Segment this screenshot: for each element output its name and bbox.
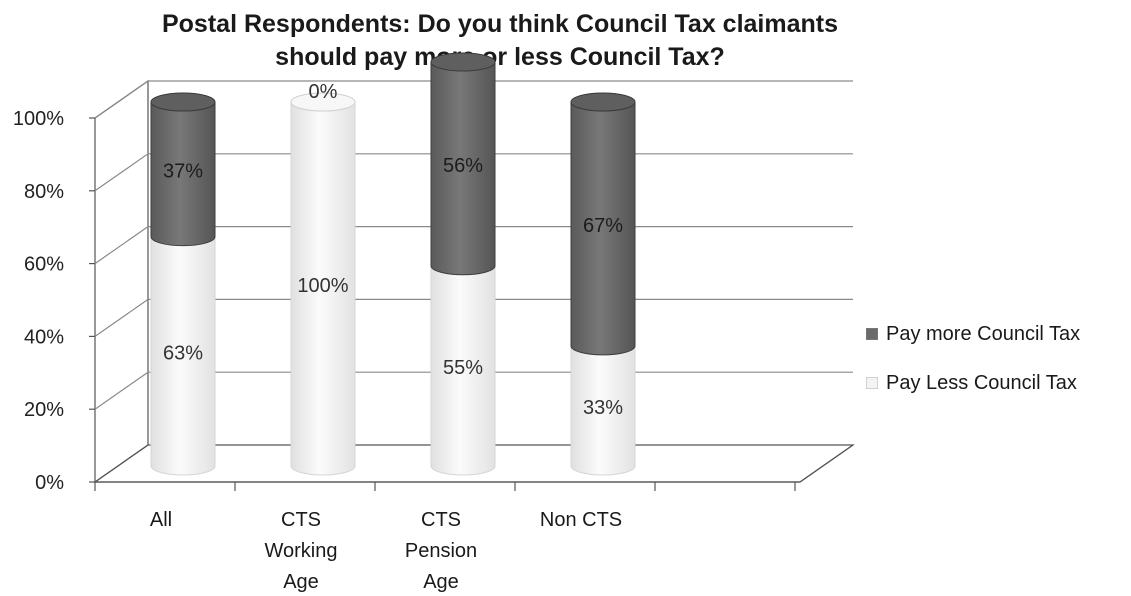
legend: Pay more Council Tax Pay Less Council Ta… [866,318,1080,416]
legend-label-pay-more: Pay more Council Tax [886,322,1081,345]
x-category-label: All [150,509,172,531]
y-tick-label: 20% [24,399,64,421]
x-category-label: CTS [281,509,321,531]
chart-title-line-1: Postal Respondents: Do you think Council… [161,10,839,38]
data-label-pay-more: 67% [583,215,623,237]
y-tick-label: 80% [24,181,64,203]
y-axis-ticks: 0% 20% 40% 60% 80% 100% [13,108,95,494]
legend-item-pay-less: Pay Less Council Tax [866,367,1080,399]
data-label-pay-less: 100% [297,275,348,297]
x-category-label: CTS [421,509,461,531]
y-tick-label: 100% [13,108,64,130]
data-label-pay-less: 63% [163,342,203,364]
legend-swatch-pay-more [866,328,878,340]
x-axis-ticks: All CTS Working Age CTS Pension Age Non CTS [94,482,796,593]
x-category-label: Working [265,540,338,562]
bars [150,52,636,476]
bar-top-cap [150,92,216,112]
floor-edge-right [799,444,854,483]
side-wall [94,79,149,484]
legend-swatch-pay-less [866,377,878,389]
x-category-label: Non CTS [540,509,622,531]
y-tick-label: 0% [35,472,64,494]
data-label-pay-more: 37% [163,160,203,182]
data-label-pay-more: 0% [309,81,338,103]
data-label-pay-less: 55% [443,357,483,379]
x-category-label: Pension [405,540,477,562]
legend-item-pay-more: Pay more Council Tax [866,318,1080,350]
bar-top-cap [570,92,636,112]
x-category-label: Age [423,571,459,593]
y-tick-label: 40% [24,326,64,348]
y-tick-label: 60% [24,254,64,276]
chart-title-line-2: should pay more or less Council Tax? [275,43,725,71]
chart-title: Postal Respondents: Do you think Council… [0,8,1000,74]
data-labels: 63% 37% 100% 0% 55% 56% 33% 67% [163,81,623,419]
data-label-pay-more: 56% [443,155,483,177]
legend-label-pay-less: Pay Less Council Tax [886,371,1077,394]
data-label-pay-less: 33% [583,397,623,419]
bar-top-cap [290,92,356,112]
x-category-label: Age [283,571,319,593]
bar-top-cap [430,52,496,72]
gridline [94,80,853,119]
